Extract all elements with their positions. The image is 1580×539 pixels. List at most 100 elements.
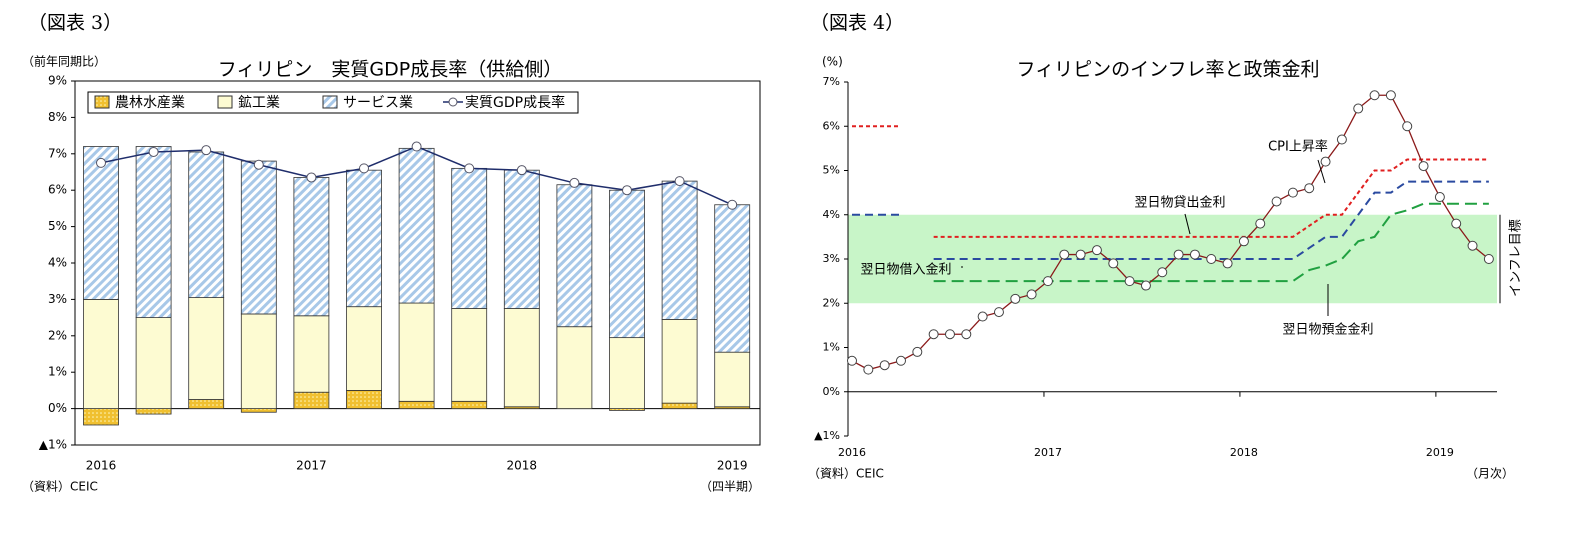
line-marker <box>1255 218 1266 229</box>
line-marker <box>1042 276 1053 287</box>
y-tick-label: 3% <box>823 252 840 265</box>
line-marker <box>1124 276 1135 287</box>
bar-segment <box>451 308 488 402</box>
legend-label: 農林水産業 <box>115 95 185 111</box>
bar-segment <box>240 160 277 315</box>
x-tick-label: 2018 <box>507 459 538 473</box>
line-marker <box>1075 249 1086 260</box>
y-tick-label: 5% <box>48 219 67 233</box>
y-tick-label: 3% <box>48 292 67 306</box>
y-tick-label: 0% <box>823 385 840 398</box>
line-marker <box>863 364 874 375</box>
line-marker <box>1271 196 1282 207</box>
bar-segment <box>135 317 172 410</box>
y-tick-label: 5% <box>823 164 840 177</box>
line-marker <box>1140 280 1151 291</box>
line-marker <box>464 163 475 174</box>
line-marker <box>1336 134 1347 145</box>
line-marker <box>1157 267 1168 278</box>
line-marker <box>1189 249 1200 260</box>
bar-segment <box>556 184 593 328</box>
bar-segment <box>83 146 119 300</box>
line <box>933 202 1489 283</box>
line-marker <box>1483 254 1494 264</box>
bar-segment <box>661 319 698 404</box>
bar-segment <box>609 189 645 339</box>
bar-segment <box>503 308 540 408</box>
y-tick-label: ▲1% <box>814 429 840 442</box>
bar-segment <box>714 204 751 353</box>
series-label: 翌日物借入金利 <box>860 262 951 278</box>
line-marker <box>96 157 106 168</box>
line-marker <box>879 360 890 371</box>
line-marker <box>1451 218 1462 229</box>
x-unit: （月次） <box>1466 467 1514 481</box>
line-marker <box>1059 249 1070 260</box>
x-tick-label: 2019 <box>1426 446 1454 459</box>
y-tick-label: 7% <box>823 75 840 88</box>
legend-swatch <box>94 95 110 109</box>
legend-label: サービス業 <box>343 95 413 111</box>
y-tick-label: 8% <box>48 110 67 124</box>
line-marker <box>977 311 988 322</box>
line-marker <box>1385 90 1396 101</box>
chart-title: フィリピンのインフレ率と政策金利 <box>1016 59 1319 81</box>
line-marker <box>201 145 212 156</box>
figure-label: （図表 4） <box>810 12 904 34</box>
line-marker <box>1434 192 1445 203</box>
chart-title: フィリピン 実質GDP成長率（供給側） <box>218 59 562 81</box>
line <box>852 125 1489 238</box>
bar-segment <box>451 400 488 410</box>
bar-segment <box>661 402 698 410</box>
line-marker <box>961 329 972 340</box>
line-marker <box>1304 183 1315 194</box>
x-tick-label: 2016 <box>86 459 117 473</box>
y-tick-label: 2% <box>48 328 67 342</box>
bar-segment <box>293 177 330 317</box>
bar-segment <box>83 408 119 426</box>
line-marker <box>569 177 580 188</box>
legend-marker <box>448 97 458 107</box>
line-marker <box>622 185 632 196</box>
label-pointer <box>1317 159 1326 184</box>
figure-label: （図表 3） <box>28 12 122 34</box>
line-marker <box>1010 293 1021 304</box>
bar-segment <box>398 147 435 304</box>
line-marker <box>1026 289 1037 300</box>
line-marker <box>1108 258 1119 269</box>
line-marker <box>727 199 738 210</box>
series-label: 翌日物預金金利 <box>1282 322 1373 338</box>
y-axis-label: (%) <box>822 55 843 69</box>
bar-segment <box>240 313 277 409</box>
bar-segment <box>240 408 277 413</box>
line-marker <box>944 329 955 340</box>
bar-segment <box>346 169 382 308</box>
y-tick-label: 4% <box>823 208 840 221</box>
y-tick-label: 1% <box>823 341 840 354</box>
y-axis-label: （前年同期比） <box>22 54 106 69</box>
x-tick-label: 2019 <box>717 459 748 473</box>
line-marker <box>1353 103 1364 114</box>
x-tick-label: 2016 <box>838 446 866 459</box>
bar-segment <box>188 399 225 410</box>
line-marker <box>253 159 264 170</box>
bar-segment <box>293 391 330 410</box>
y-tick-label: 1% <box>48 365 67 379</box>
line-marker <box>359 163 369 174</box>
bar-segment <box>293 315 330 393</box>
line-marker <box>1369 90 1380 101</box>
x-tick-label: 2017 <box>1034 446 1062 459</box>
line-marker <box>148 146 159 157</box>
bar-segment <box>398 302 435 402</box>
label-pointer <box>1184 213 1191 235</box>
line-marker <box>1238 236 1249 247</box>
y-tick-label: ▲1% <box>39 438 67 452</box>
line-marker <box>1173 249 1184 260</box>
line-marker <box>1222 258 1233 269</box>
series-label: 翌日物貸出金利 <box>1134 195 1225 211</box>
line <box>851 94 1490 371</box>
bar-segment <box>451 167 488 309</box>
x-tick-label: 2017 <box>296 459 327 473</box>
y-tick-label: 7% <box>48 146 67 160</box>
